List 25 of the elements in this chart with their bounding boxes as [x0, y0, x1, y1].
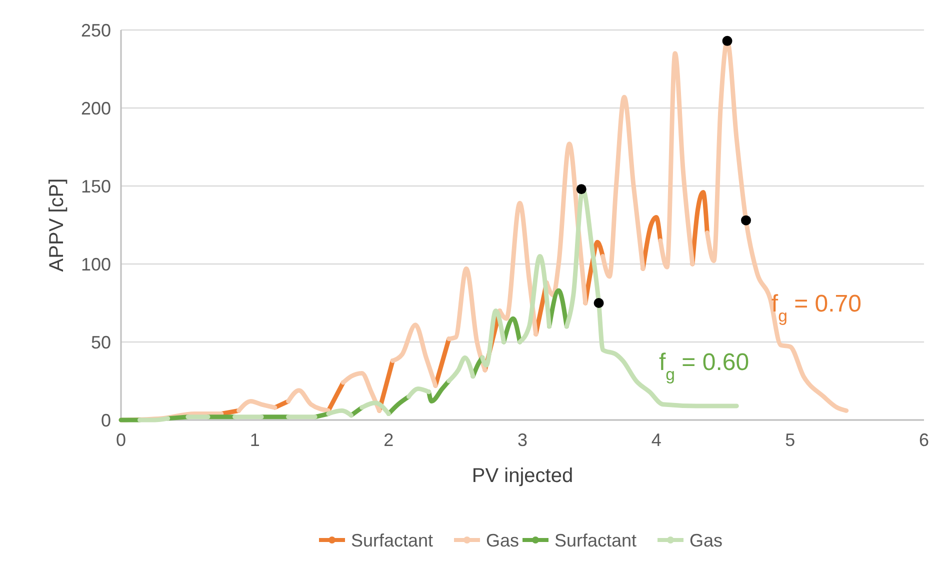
- y-tick-label: 50: [90, 332, 111, 352]
- x-axis-title: PV injected: [472, 465, 574, 487]
- y-tick-label: 150: [80, 176, 111, 196]
- x-tick-label: 5: [785, 430, 796, 450]
- y-tick-label: 100: [80, 254, 111, 274]
- x-tick-label: 1: [250, 430, 260, 450]
- point: [594, 298, 604, 308]
- legend-label: Surfactant: [351, 530, 434, 550]
- point: [722, 36, 732, 46]
- annotation: f$_{g}$ = 0.60: [659, 348, 750, 384]
- legend-label: Gas: [486, 530, 520, 550]
- y-tick-label: 0: [100, 410, 111, 430]
- y-axis-title: APPV [cP]: [46, 178, 68, 272]
- point: [741, 215, 751, 226]
- x-tick-label: 4: [651, 430, 662, 450]
- x-tick-label: 0: [116, 430, 126, 450]
- legend-label: Gas: [690, 530, 723, 550]
- y-tick-label: 250: [80, 20, 111, 40]
- y-tick-label: 200: [80, 98, 111, 118]
- x-tick-label: 6: [918, 430, 930, 450]
- legend-label: Surfactant: [554, 530, 637, 550]
- x-tick-label: 2: [384, 430, 394, 450]
- x-tick-label: 3: [517, 430, 528, 450]
- point: [576, 184, 586, 194]
- annotation: f$_{g}$ = 0.70: [771, 290, 862, 325]
